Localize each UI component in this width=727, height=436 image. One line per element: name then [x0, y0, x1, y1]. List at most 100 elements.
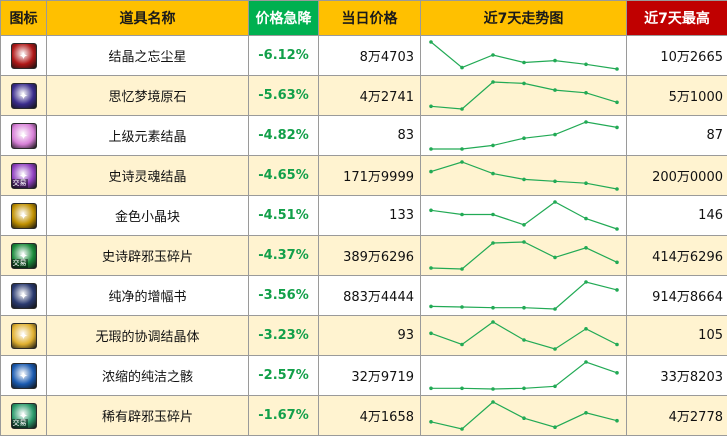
trend-point — [491, 387, 495, 391]
trend-point — [522, 240, 526, 244]
trend-point — [615, 288, 619, 292]
red-gem-icon: ✦ — [11, 43, 37, 69]
trend-point — [522, 178, 526, 182]
trend-point — [553, 347, 557, 351]
trend-point — [460, 160, 464, 164]
trend-point — [615, 126, 619, 130]
trend-point — [522, 223, 526, 227]
header-7day-trend: 近7天走势图 — [421, 1, 627, 36]
trend-line — [431, 242, 617, 269]
icon-cell: ✦ — [1, 356, 47, 396]
trend-point — [460, 343, 464, 347]
harmony-crystal-icon: ✦ — [11, 323, 37, 349]
header-icon: 图标 — [1, 1, 47, 36]
daily-price-value: 4万2741 — [319, 76, 421, 116]
price-drop-value: -4.37% — [249, 236, 319, 276]
trend-point — [615, 371, 619, 375]
trend-cell — [421, 356, 627, 396]
rare-jade-icon: ✦交易 — [11, 403, 37, 429]
trend-point — [553, 385, 557, 389]
trend-cell — [421, 116, 627, 156]
trend-point — [584, 91, 588, 95]
item-name: 结晶之忘尘星 — [47, 36, 249, 76]
trend-point — [429, 40, 433, 44]
trend-sparkline — [421, 316, 627, 355]
7day-high-value: 87 — [627, 116, 727, 156]
trend-point — [584, 360, 588, 364]
trend-sparkline — [421, 276, 627, 315]
header-7day-high: 近7天最高 — [627, 1, 727, 36]
trend-point — [522, 136, 526, 140]
item-name: 无瑕的协调结晶体 — [47, 316, 249, 356]
trend-point — [615, 101, 619, 105]
icon-cell: ✦交易 — [1, 156, 47, 196]
trend-point — [491, 144, 495, 148]
trend-point — [522, 387, 526, 391]
trend-line — [431, 162, 617, 189]
trend-point — [615, 419, 619, 423]
daily-price-value: 883万4444 — [319, 276, 421, 316]
trend-point — [553, 59, 557, 63]
purple-soul-icon: ✦交易 — [11, 163, 37, 189]
trend-point — [553, 133, 557, 137]
trend-point — [615, 343, 619, 347]
green-jade-icon: ✦交易 — [11, 243, 37, 269]
trend-point — [522, 338, 526, 342]
trade-badge: 交易 — [12, 259, 28, 268]
daily-price-value: 93 — [319, 316, 421, 356]
enhance-book-icon: ✦ — [11, 283, 37, 309]
trend-point — [584, 280, 588, 284]
icon-cell: ✦ — [1, 116, 47, 156]
trend-cell — [421, 76, 627, 116]
trend-point — [491, 80, 495, 84]
item-name: 上级元素结晶 — [47, 116, 249, 156]
trend-line — [431, 82, 617, 109]
sparkle-icon: ✦ — [19, 369, 28, 382]
price-drop-value: -5.63% — [249, 76, 319, 116]
7day-high-value: 4万2778 — [627, 396, 727, 436]
daily-price-value: 171万9999 — [319, 156, 421, 196]
trend-line — [431, 402, 617, 429]
trend-cell — [421, 396, 627, 436]
price-drop-value: -3.23% — [249, 316, 319, 356]
trend-cell — [421, 276, 627, 316]
price-drop-value: -1.67% — [249, 396, 319, 436]
trend-point — [553, 200, 557, 204]
header-daily-price: 当日价格 — [319, 1, 421, 36]
icon-cell: ✦交易 — [1, 236, 47, 276]
trend-point — [553, 307, 557, 311]
icon-cell: ✦ — [1, 36, 47, 76]
item-name: 史诗辟邪玉碎片 — [47, 236, 249, 276]
trend-sparkline — [421, 196, 627, 235]
trend-point — [429, 209, 433, 213]
trend-point — [553, 180, 557, 184]
item-name: 纯净的增幅书 — [47, 276, 249, 316]
price-drop-value: -4.51% — [249, 196, 319, 236]
trend-sparkline — [421, 116, 627, 155]
price-drop-value: -2.57% — [249, 356, 319, 396]
icon-cell: ✦ — [1, 76, 47, 116]
daily-price-value: 133 — [319, 196, 421, 236]
trend-point — [460, 305, 464, 309]
daily-price-value: 8万4703 — [319, 36, 421, 76]
daily-price-value: 32万9719 — [319, 356, 421, 396]
trend-point — [460, 267, 464, 271]
trend-point — [460, 107, 464, 111]
trend-point — [491, 400, 495, 404]
trend-point — [491, 172, 495, 176]
trend-point — [615, 261, 619, 265]
trend-point — [429, 420, 433, 424]
icon-cell: ✦ — [1, 276, 47, 316]
daily-price-value: 389万6296 — [319, 236, 421, 276]
trend-point — [615, 67, 619, 71]
trend-point — [491, 320, 495, 324]
trend-point — [429, 387, 433, 391]
trend-point — [522, 61, 526, 65]
price-drop-value: -3.56% — [249, 276, 319, 316]
trend-cell — [421, 196, 627, 236]
pink-element-icon: ✦ — [11, 123, 37, 149]
